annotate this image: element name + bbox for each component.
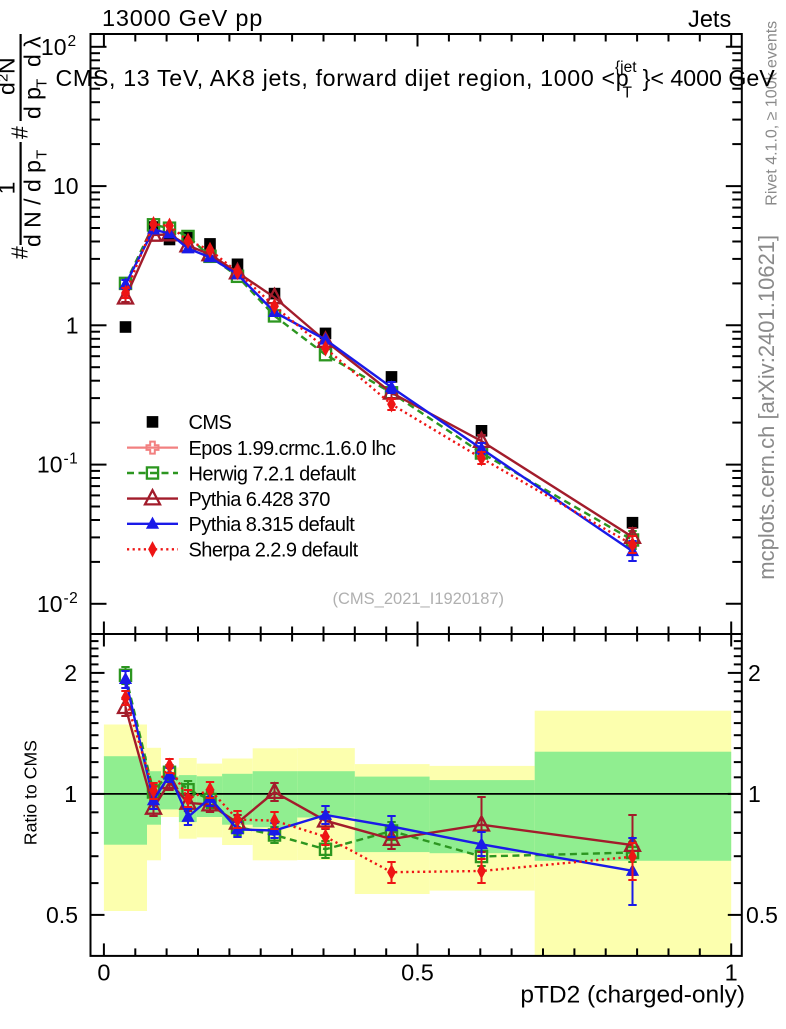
svg-text:1: 1 [0, 182, 20, 195]
svg-text:1: 1 [64, 781, 77, 807]
svg-text:(CMS_2021_I1920187): (CMS_2021_I1920187) [333, 590, 505, 608]
svg-text:d: d [0, 82, 20, 95]
svg-text:Rivet 4.1.0, ≥ 100k events: Rivet 4.1.0, ≥ 100k events [764, 21, 781, 206]
svg-text:T: T [34, 150, 51, 159]
svg-text:Ratio to CMS: Ratio to CMS [21, 740, 41, 845]
svg-text:2: 2 [64, 660, 77, 686]
svg-text:N: N [0, 57, 20, 74]
svg-text:#: # [7, 126, 33, 139]
svg-text:1: 1 [725, 960, 738, 986]
svg-text:0.5: 0.5 [46, 902, 78, 928]
svg-text:10: 10 [53, 173, 79, 199]
svg-text:Pythia 6.428 370: Pythia 6.428 370 [189, 489, 331, 511]
svg-text:#: # [7, 246, 33, 259]
svg-text:mcplots.cern.ch [arXiv:2401.10: mcplots.cern.ch [arXiv:2401.10621] [754, 235, 779, 580]
svg-text:0.5: 0.5 [746, 902, 778, 928]
svg-text:2: 2 [0, 74, 12, 82]
svg-text:10: 10 [37, 591, 63, 617]
svg-text:d λ: d λ [20, 36, 46, 67]
svg-text:10: 10 [41, 34, 67, 60]
svg-text:CMS: CMS [189, 412, 232, 434]
svg-text:T: T [34, 79, 51, 88]
svg-text:Epos 1.99.crmc.1.6.0 lhc: Epos 1.99.crmc.1.6.0 lhc [189, 438, 396, 460]
svg-text:CMS, 13 TeV, AK8 jets, forward: CMS, 13 TeV, AK8 jets, forward dijet reg… [56, 65, 630, 91]
svg-text:0: 0 [97, 960, 110, 986]
svg-text:13000 GeV pp: 13000 GeV pp [102, 5, 263, 31]
svg-text:Sherpa 2.2.9 default: Sherpa 2.2.9 default [189, 540, 359, 562]
svg-text:pTD2 (charged-only): pTD2 (charged-only) [520, 982, 745, 1009]
svg-text:1: 1 [66, 312, 79, 338]
svg-text:d N / d p: d N / d p [20, 160, 46, 247]
svg-text:T: T [623, 84, 633, 101]
svg-text:10: 10 [37, 452, 63, 478]
svg-text:1: 1 [748, 781, 761, 807]
svg-text:{jet: {jet [615, 59, 637, 76]
svg-text:Herwig 7.2.1 default: Herwig 7.2.1 default [189, 463, 357, 485]
svg-text:2: 2 [748, 660, 761, 686]
svg-text:d p: d p [20, 87, 46, 119]
svg-text:2: 2 [68, 33, 77, 50]
svg-text:}< 4000 GeV: }< 4000 GeV [643, 65, 776, 91]
svg-text:Pythia 8.315 default: Pythia 8.315 default [189, 514, 356, 536]
svg-text:-1: -1 [64, 451, 79, 468]
svg-text:-2: -2 [64, 590, 79, 607]
svg-text:Jets: Jets [688, 7, 731, 33]
svg-text:0.5: 0.5 [401, 960, 434, 986]
